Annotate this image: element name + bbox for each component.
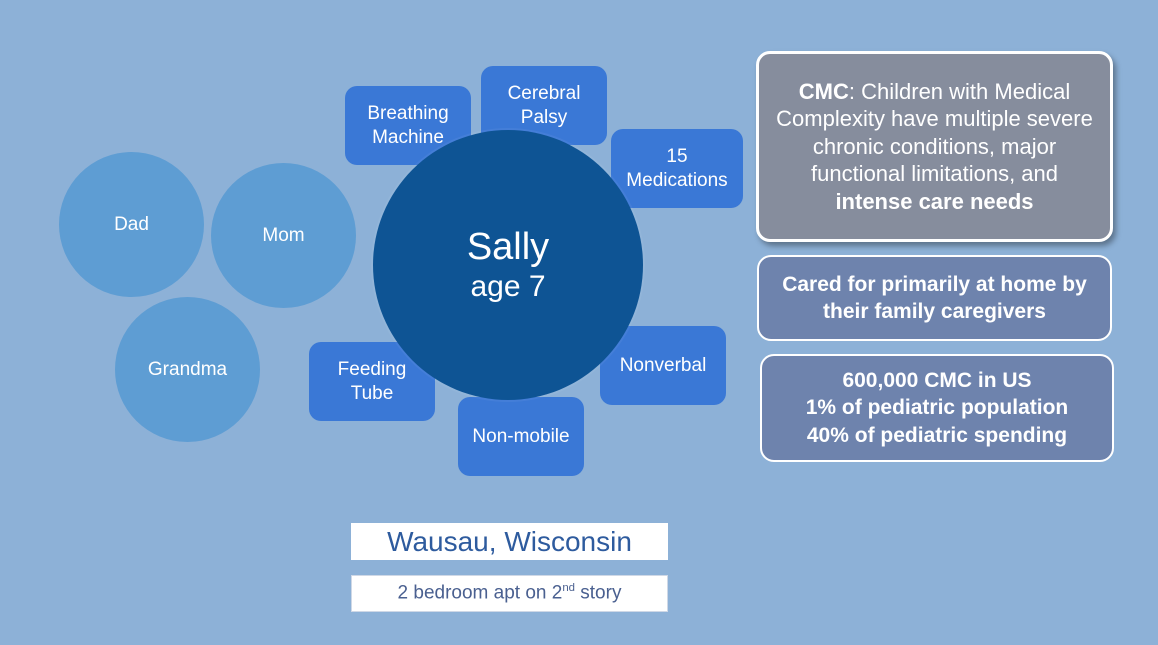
home-care-box: Cared for primarily at home by their fam… [757, 255, 1112, 341]
medications-label: 15 Medications [626, 145, 728, 191]
dad-label: Dad [114, 213, 149, 235]
cmc-definition-text: CMC: Children with Medical Complexity ha… [773, 78, 1096, 216]
city-label: Wausau, Wisconsin [387, 525, 632, 557]
stat-line-cmc-count: 600,000 CMC in US [842, 369, 1032, 393]
family-circle-dad: Dad [59, 152, 204, 297]
apartment-label-box: 2 bedroom apt on 2nd story [351, 575, 668, 612]
patient-name: Sally [466, 225, 550, 268]
condition-medications: 15 Medications [611, 129, 743, 208]
breathing-machine-label: Breathing Machine [367, 102, 449, 148]
statistics-list: 600,000 CMC in US 1% of pediatric popula… [806, 367, 1069, 449]
nonverbal-label: Nonverbal [619, 354, 707, 376]
cmc-term: CMC [798, 78, 849, 104]
feeding-tube-label: Feeding Tube [337, 358, 407, 404]
mom-label: Mom [262, 224, 305, 246]
center-circle-sally: Sally age 7 [373, 130, 643, 400]
apartment-suffix: story [575, 582, 622, 604]
statistics-box: 600,000 CMC in US 1% of pediatric popula… [760, 354, 1114, 462]
grandma-label: Grandma [147, 358, 228, 380]
patient-age: age 7 [470, 269, 546, 303]
condition-breathing-machine: Breathing Machine [345, 86, 471, 165]
cmc-definition-box: CMC: Children with Medical Complexity ha… [756, 51, 1113, 242]
stat-line-population: 1% of pediatric population [805, 396, 1069, 420]
cmc-description: : Children with Medical Complexity have … [776, 78, 1093, 187]
condition-nonverbal: Nonverbal [600, 326, 726, 405]
condition-non-mobile: Non-mobile [458, 397, 584, 476]
cmc-emphasis: intense care needs [835, 188, 1034, 214]
family-circle-mom: Mom [211, 163, 356, 308]
apartment-label: 2 bedroom apt on 2nd story [398, 582, 622, 604]
family-circle-grandma: Grandma [115, 297, 260, 442]
cerebral-palsy-label: Cerebral Palsy [507, 82, 581, 128]
apartment-ordinal: nd [562, 582, 575, 595]
home-care-text: Cared for primarily at home by their fam… [782, 272, 1087, 323]
non-mobile-label: Non-mobile [472, 425, 570, 447]
city-label-box: Wausau, Wisconsin [351, 523, 668, 560]
stat-line-spending: 40% of pediatric spending [806, 423, 1068, 447]
apartment-prefix: 2 bedroom apt on 2 [397, 582, 563, 604]
condition-cerebral-palsy: Cerebral Palsy [481, 66, 607, 145]
